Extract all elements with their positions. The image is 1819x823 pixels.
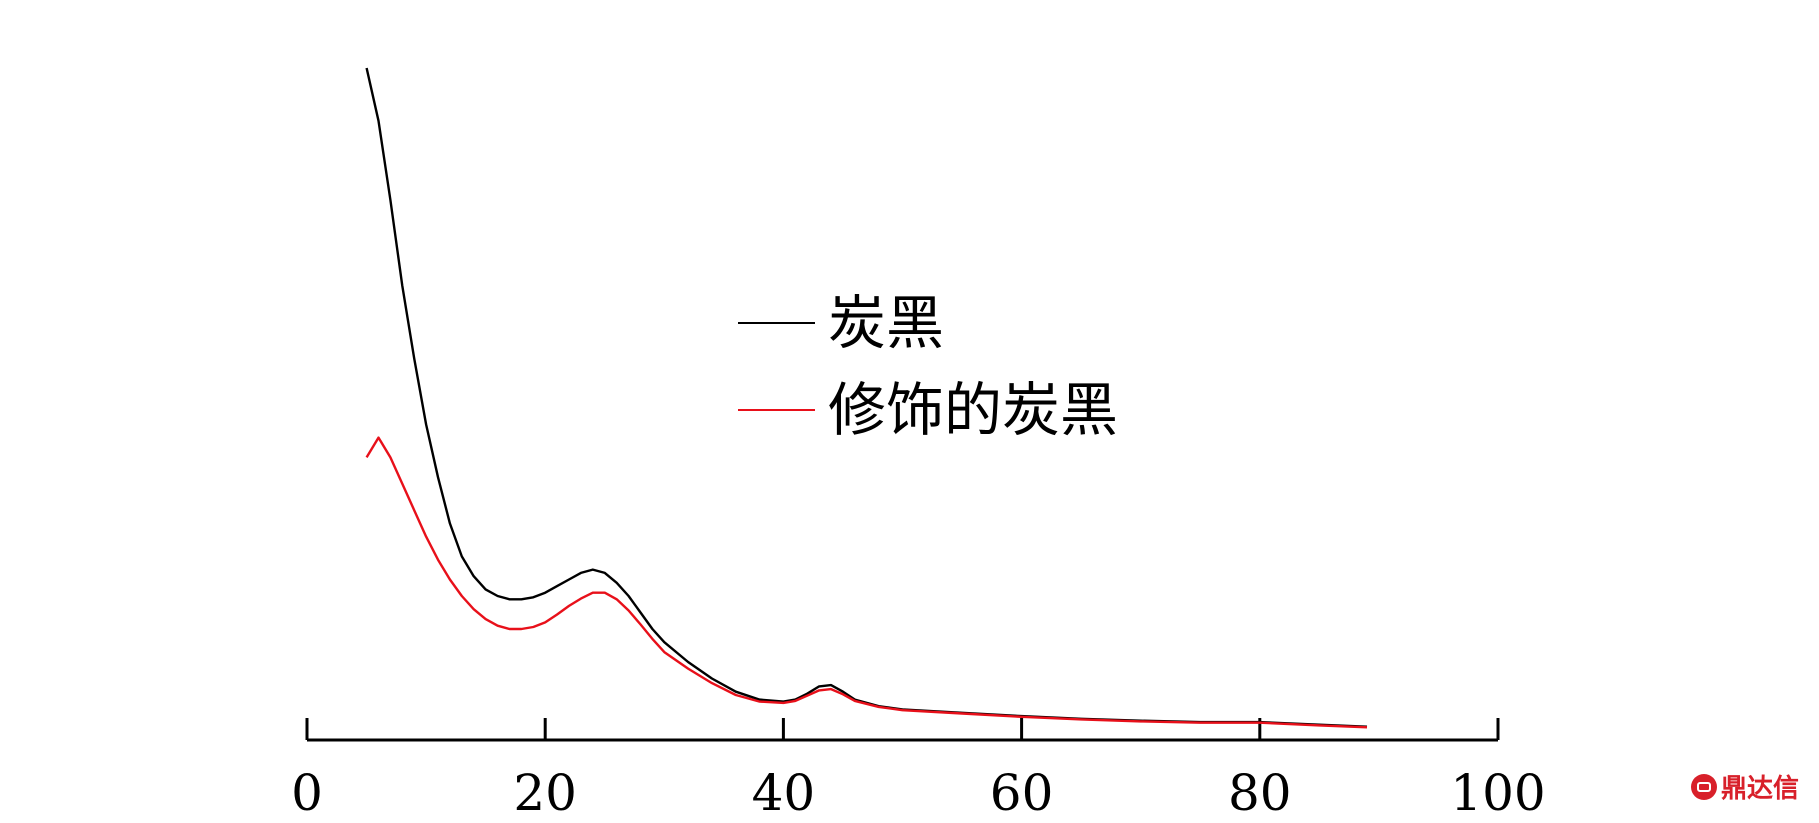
x-tick-label-1: 20 xyxy=(513,764,577,822)
legend-label-0: 炭黑 xyxy=(828,289,944,357)
x-tick-label-4: 80 xyxy=(1228,764,1292,822)
x-tick-label-3: 60 xyxy=(990,764,1054,822)
x-axis-ticks: 0 20 40 60 80 100 xyxy=(291,718,1546,822)
watermark-icon xyxy=(1690,773,1717,800)
legend-label-1: 修饰的炭黑 xyxy=(828,376,1118,444)
x-tick-label-0: 0 xyxy=(291,764,323,822)
watermark-logo: 鼎达信 xyxy=(1690,768,1799,805)
legend: 炭黑 修饰的炭黑 xyxy=(738,289,1118,444)
watermark-text: 鼎达信 xyxy=(1720,774,1799,804)
x-tick-label-2: 40 xyxy=(752,764,816,822)
x-tick-label-5: 100 xyxy=(1450,764,1545,822)
series-line-1 xyxy=(365,436,1368,729)
series-lines xyxy=(365,67,1368,729)
